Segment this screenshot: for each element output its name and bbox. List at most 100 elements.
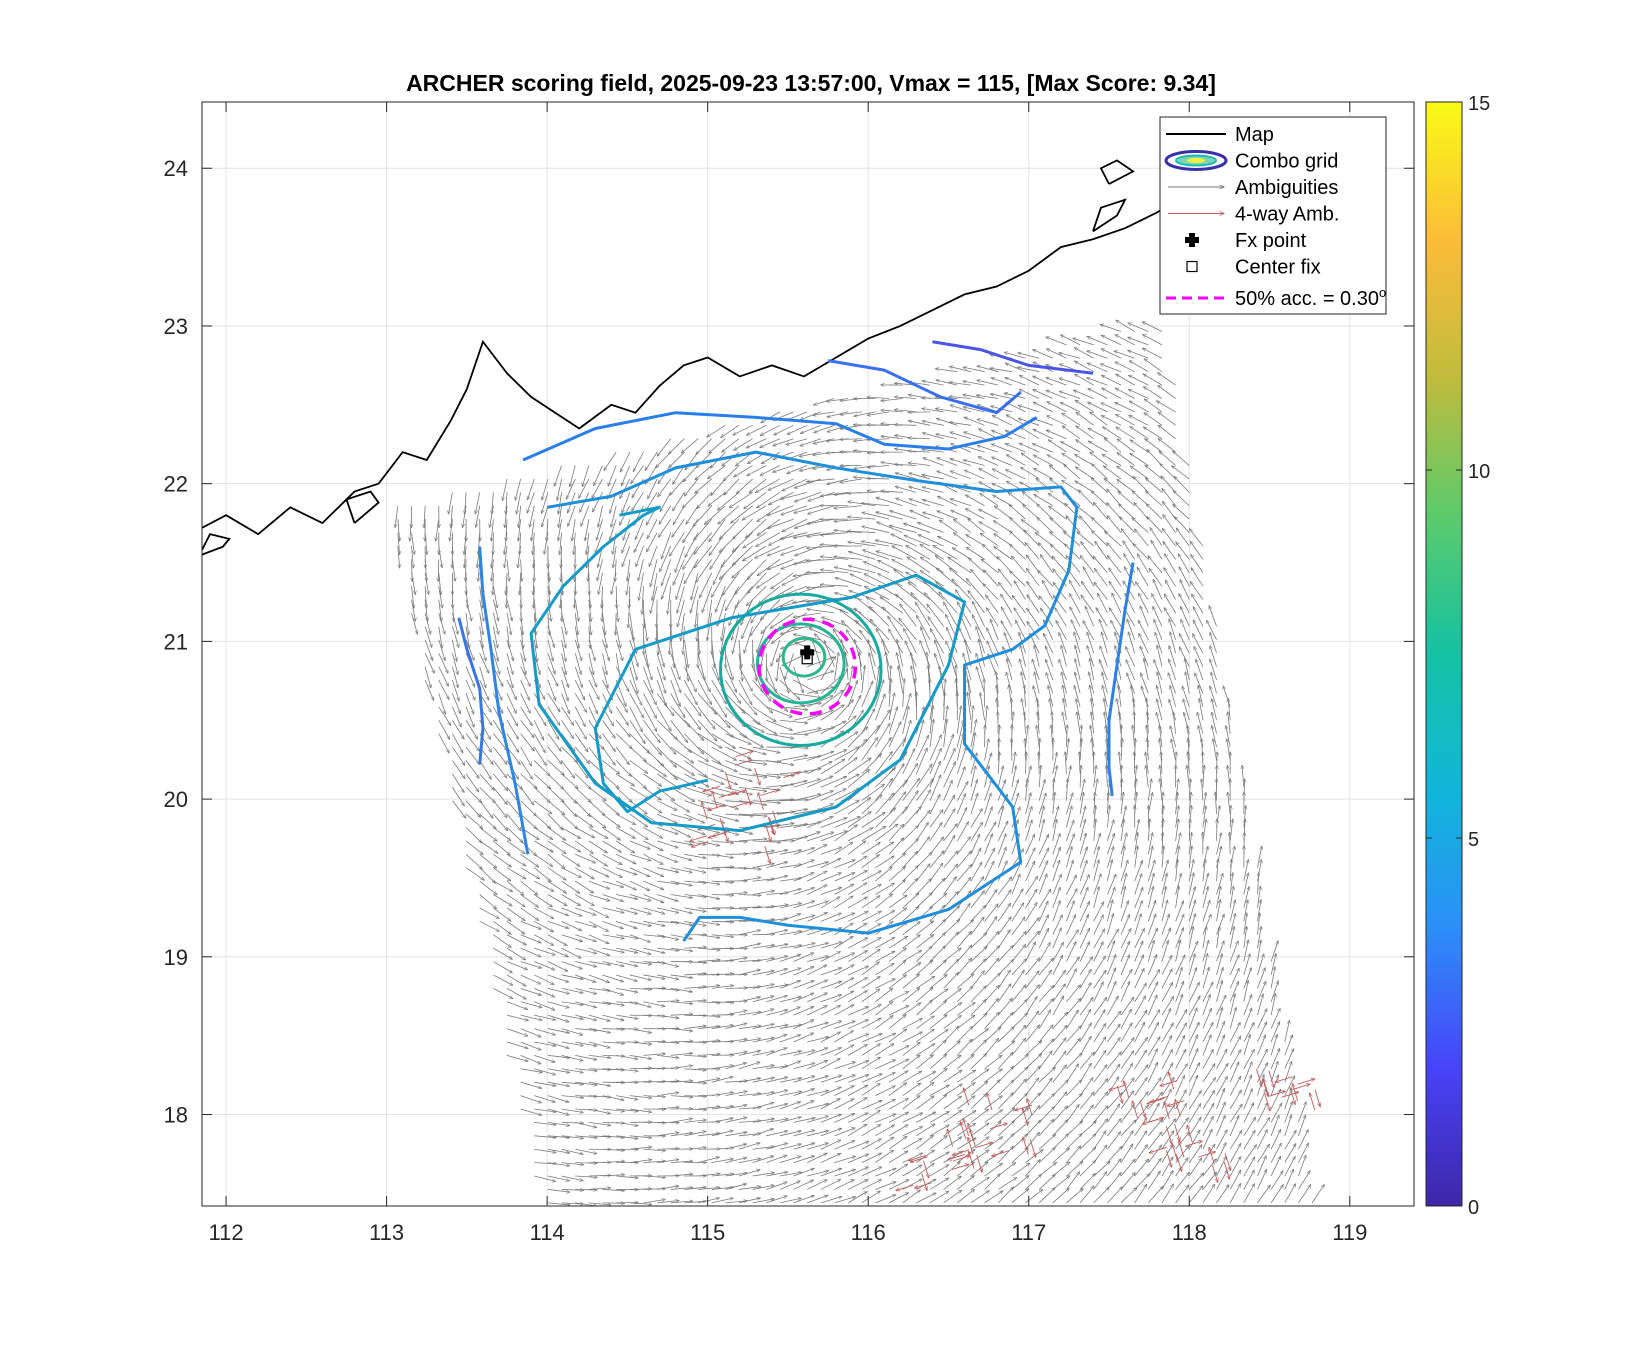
ambiguity-arrow (943, 1110, 962, 1123)
ambiguity-arrow (847, 1124, 867, 1137)
ambiguity-arrow (575, 1189, 597, 1190)
ambiguity-arrow (711, 1118, 734, 1123)
ambiguity-arrow (943, 1137, 962, 1150)
legend-label-text: Center fix (1235, 257, 1321, 279)
ambiguity-arrow (547, 1122, 570, 1125)
ambiguity-arrow (779, 1172, 802, 1177)
ambiguity-arrow (834, 1128, 855, 1137)
ambiguity-arrow (779, 1156, 801, 1164)
ambiguity-arrow (779, 1144, 801, 1150)
ambiguity-arrow (1148, 1186, 1163, 1204)
ambiguity-arrow (657, 1201, 679, 1204)
ambiguity-arrow (820, 1196, 842, 1204)
ambiguity-arrow (1298, 1155, 1305, 1177)
ambiguity-arrow (725, 1158, 746, 1164)
ambiguity-arrow (1229, 1131, 1242, 1150)
x-tick-label: 118 (1172, 1220, 1207, 1245)
ambiguity-arrow (1093, 1131, 1106, 1150)
ambiguity-arrow (616, 1135, 638, 1139)
ambiguity-arrow (957, 1189, 974, 1204)
ambiguity-arrow (970, 1109, 989, 1123)
ambiguity-arrow (875, 1150, 893, 1163)
ambiguity-arrow (1284, 1144, 1296, 1163)
ambiguity-arrow (1147, 1171, 1160, 1190)
ambiguity-arrow (1216, 1185, 1229, 1204)
y-tick-label: 18 (164, 1103, 188, 1128)
ambiguity-arrow (1120, 1188, 1137, 1204)
ambiguity-arrow (602, 1189, 625, 1190)
ambiguity-arrow (738, 1121, 761, 1123)
x-tick-label: 115 (690, 1220, 725, 1245)
ambiguity-arrow (657, 1186, 679, 1190)
ambiguity-arrow (1188, 1130, 1200, 1150)
ambiguity-arrow (1093, 1119, 1108, 1137)
ambiguity-arrow (1284, 1169, 1294, 1190)
ambiguity-arrow (698, 1187, 720, 1190)
ambiguity-arrow (1284, 1130, 1296, 1150)
ambiguity-arrow (1147, 1158, 1161, 1177)
ambiguity-arrow (1079, 1147, 1096, 1163)
ambiguity-arrow (1161, 1171, 1173, 1190)
ambiguity-arrow (602, 1175, 625, 1176)
ambiguity-arrow (779, 1181, 800, 1190)
ambiguity-arrow (1243, 1145, 1257, 1163)
ambiguity-arrow (834, 1197, 855, 1204)
ambiguity-arrow (1229, 1170, 1241, 1190)
ambiguity-arrow (725, 1201, 747, 1204)
ambiguity-arrow (997, 1187, 1013, 1204)
ambiguity-arrow (657, 599, 658, 628)
ambiguity-arrow (834, 1156, 855, 1164)
ambiguity-arrow (834, 1180, 854, 1190)
ambiguity-arrow (766, 1182, 787, 1190)
ambiguity-arrow (738, 1198, 760, 1204)
ambiguity-arrow (847, 1192, 867, 1204)
ambiguity-arrow (888, 1151, 908, 1163)
ambiguity-arrow (916, 1193, 936, 1204)
ambiguity-arrow (834, 1169, 855, 1177)
ambiguity-arrow (1079, 1186, 1094, 1204)
ambiguity-arrow (902, 1190, 921, 1204)
ambiguity-arrow (1038, 1162, 1056, 1177)
ambiguity-arrow (1066, 1161, 1082, 1177)
ambiguity-arrow (1120, 1131, 1133, 1150)
ambiguity-arrow (684, 1148, 706, 1150)
ambiguity-arrow (957, 1162, 974, 1177)
ambiguity-arrow (725, 1144, 746, 1150)
ambiguity-arrow (984, 1137, 1003, 1150)
ambiguity-arrow (561, 1135, 584, 1139)
ambiguity-arrow (861, 1124, 881, 1137)
ambiguity-arrow (1298, 1130, 1308, 1150)
ambiguity-arrow (1270, 1171, 1283, 1190)
ambiguity-arrow (1229, 1143, 1241, 1163)
ambiguity-arrow (957, 1176, 974, 1190)
ambiguity-arrow (534, 1135, 556, 1138)
x-tick-label: 117 (1011, 1220, 1046, 1245)
ambiguity-arrow (725, 1132, 747, 1137)
ambiguity-arrow (929, 1191, 949, 1204)
ambiguity-arrow (888, 1136, 907, 1150)
ambiguity-arrow (657, 1132, 679, 1137)
y-tick-label: 24 (164, 156, 188, 181)
ambiguity-arrow (493, 572, 494, 595)
ambiguity-arrow (697, 1157, 719, 1164)
ambiguity-arrow (1066, 1104, 1079, 1123)
ambiguity-arrow (1188, 1117, 1201, 1137)
chart-title: ARCHER scoring field, 2025-09-23 13:57:0… (406, 70, 1216, 96)
ambiguity-arrow (1243, 1170, 1254, 1190)
ambiguity-arrow (1243, 1157, 1255, 1177)
ambiguity-arrow (643, 1199, 665, 1204)
legend-label-superscript: o (1379, 285, 1386, 300)
ambiguity-arrow (1257, 1118, 1269, 1137)
ambiguity-arrow (916, 1112, 935, 1123)
ambiguity-arrow (1079, 1134, 1096, 1150)
x-tick-label: 119 (1332, 1220, 1367, 1245)
y-tick-label: 22 (164, 472, 188, 497)
ambiguity-arrow (1257, 1169, 1266, 1190)
ambiguity-arrow (752, 1129, 774, 1137)
ambiguity-arrow (793, 1156, 815, 1164)
ambiguity-arrow (1025, 1132, 1040, 1150)
ambiguity-arrow (1202, 1116, 1213, 1137)
ambiguity-arrow (670, 1188, 693, 1190)
ambiguity-arrow (1038, 1175, 1055, 1190)
ambiguity-arrow (752, 1185, 775, 1190)
